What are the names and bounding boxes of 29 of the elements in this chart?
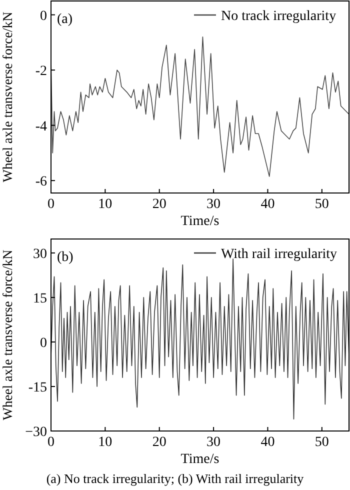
annotation: (a) xyxy=(57,12,73,27)
legend-label: With rail irregularity xyxy=(221,247,338,262)
x-tick-label: 20 xyxy=(152,435,166,450)
x-tick-label: 40 xyxy=(260,435,275,450)
annotation: (b) xyxy=(57,250,74,265)
x-axis-title: Time/s xyxy=(180,452,220,467)
legend-label: No track irregularity xyxy=(221,9,336,24)
x-tick-label: 20 xyxy=(152,197,166,212)
y-tick-label: 0 xyxy=(40,336,47,351)
x-tick-label: 50 xyxy=(314,435,329,450)
x-tick-label: 10 xyxy=(98,197,112,212)
x-tick-label: 50 xyxy=(314,197,329,212)
x-axis-title: Time/s xyxy=(180,214,220,229)
x-tick-label: 40 xyxy=(260,197,275,212)
x-tick-label: 30 xyxy=(206,197,221,212)
x-tick-label: 30 xyxy=(206,435,221,450)
y-tick-label: -2 xyxy=(35,64,47,80)
y-axis-title: Wheel axle transverse force/kN xyxy=(0,249,15,420)
y-axis-title: Wheel axle transverse force/kN xyxy=(0,11,15,182)
y-tick-label: -15 xyxy=(28,380,47,396)
text: (a) No track irregularity; (b) With rail irregularity xyxy=(46,471,304,486)
line-series xyxy=(50,36,350,177)
x-tick-label: 10 xyxy=(98,435,112,450)
y-tick-label: -6 xyxy=(35,174,47,190)
y-tick-label: −30 xyxy=(25,425,47,440)
y-tick-label: 30 xyxy=(33,246,47,262)
y-tick-label: 0 xyxy=(40,8,47,24)
y-tick-label: -4 xyxy=(35,119,47,134)
y-tick-label: 15 xyxy=(33,291,47,306)
